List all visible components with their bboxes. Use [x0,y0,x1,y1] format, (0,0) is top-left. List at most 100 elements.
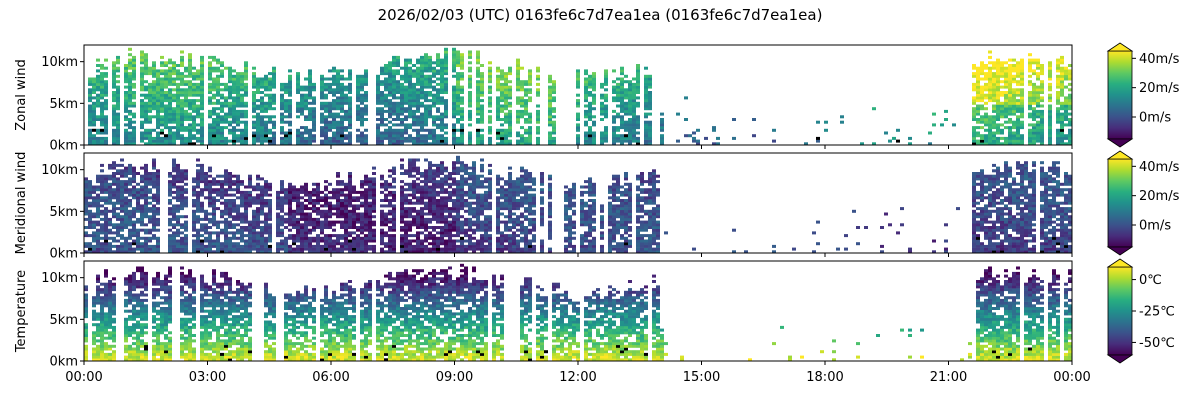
heatmap-cell [180,239,184,243]
heatmap-cell [592,131,596,135]
heatmap-cell [212,209,216,213]
heatmap-cell [108,163,112,167]
heatmap-cell [112,69,116,73]
heatmap-cell [136,193,140,197]
heatmap-cell [140,212,144,216]
heatmap-cell [380,215,384,219]
heatmap-cell [112,209,116,213]
heatmap-cell [584,142,588,146]
heatmap-cell [252,231,256,235]
heatmap-cell [360,88,364,92]
heatmap-cell [480,118,484,121]
heatmap-cell [116,142,120,146]
heatmap-cell [336,80,340,84]
heatmap-cell [516,58,520,62]
heatmap-cell [208,66,212,70]
heatmap-cell [644,131,648,135]
heatmap-cell [180,139,184,143]
heatmap-cell [416,77,420,81]
heatmap-cell [128,250,132,254]
heatmap-cell [604,96,608,100]
heatmap-cell [368,201,372,205]
heatmap-cell [408,61,412,65]
heatmap-cell [356,199,360,202]
heatmap-cell [1008,107,1012,111]
heatmap-cell [240,220,244,224]
heatmap-cell [208,82,212,86]
heatmap-cell [536,91,540,94]
heatmap-cell [628,80,632,84]
heatmap-cell [364,128,368,132]
heatmap-cell [644,85,648,89]
heatmap-cell [184,236,188,240]
heatmap-cell [384,223,388,227]
heatmap-cell [416,96,420,100]
heatmap-cell [312,107,316,111]
heatmap-cell [1040,112,1044,116]
heatmap-cell [224,234,228,238]
heatmap-cell [636,72,640,76]
heatmap-cell [620,82,624,86]
heatmap-cell [996,93,1000,97]
heatmap-cell [296,247,300,251]
heatmap-cell [460,128,464,132]
heatmap-cell [104,215,108,219]
heatmap-cell [232,101,236,105]
heatmap-cell [356,215,360,219]
heatmap-cell [456,109,460,113]
heatmap-cell [236,123,240,127]
heatmap-cell [120,204,124,208]
heatmap-cell [356,196,360,200]
heatmap-cell [240,88,244,92]
heatmap-cell [332,66,336,70]
heatmap-cell [216,236,220,240]
heatmap-cell [148,239,152,243]
heatmap-cell [976,96,980,100]
heatmap-cell [140,134,144,138]
heatmap-cell [156,112,160,116]
heatmap-cell [552,131,556,135]
heatmap-cell [1008,139,1012,143]
heatmap-cell [380,131,384,135]
heatmap-cell [1020,115,1024,119]
heatmap-cell [252,66,256,70]
heatmap-cell [440,134,444,138]
heatmap-cell [212,142,216,146]
heatmap-cell [144,93,148,97]
heatmap-cell [524,128,528,132]
heatmap-cell [408,215,412,219]
heatmap-cell [364,196,368,200]
heatmap-cell [244,228,248,232]
heatmap-cell [1048,107,1052,111]
heatmap-cell [116,134,120,138]
heatmap-cell [1008,99,1012,103]
heatmap-cell [152,180,156,184]
heatmap-cell [404,193,408,197]
heatmap-cell [976,93,980,97]
heatmap-cell [632,104,636,108]
heatmap-cell [220,134,224,138]
heatmap-cell [468,91,472,94]
heatmap-cell [1068,72,1072,76]
heatmap-cell [212,128,216,132]
heatmap-cell [228,180,232,184]
heatmap-cell [88,77,92,81]
heatmap-cell [208,204,212,208]
heatmap-cell [340,212,344,216]
heatmap-cell [236,188,240,192]
heatmap-cell [488,66,492,70]
heatmap-cell [412,91,416,94]
heatmap-cell [164,123,168,127]
heatmap-cell [452,96,456,100]
heatmap-cell [552,123,556,127]
heatmap-cell [500,107,504,111]
heatmap-cell [112,244,116,248]
heatmap-cell [644,123,648,127]
heatmap-cell [632,91,636,94]
heatmap-cell [104,82,108,86]
heatmap-cell [256,182,260,186]
heatmap-cell [216,207,220,211]
heatmap-cell [1048,139,1052,143]
heatmap-cell [504,80,508,84]
heatmap-cell [360,134,364,138]
